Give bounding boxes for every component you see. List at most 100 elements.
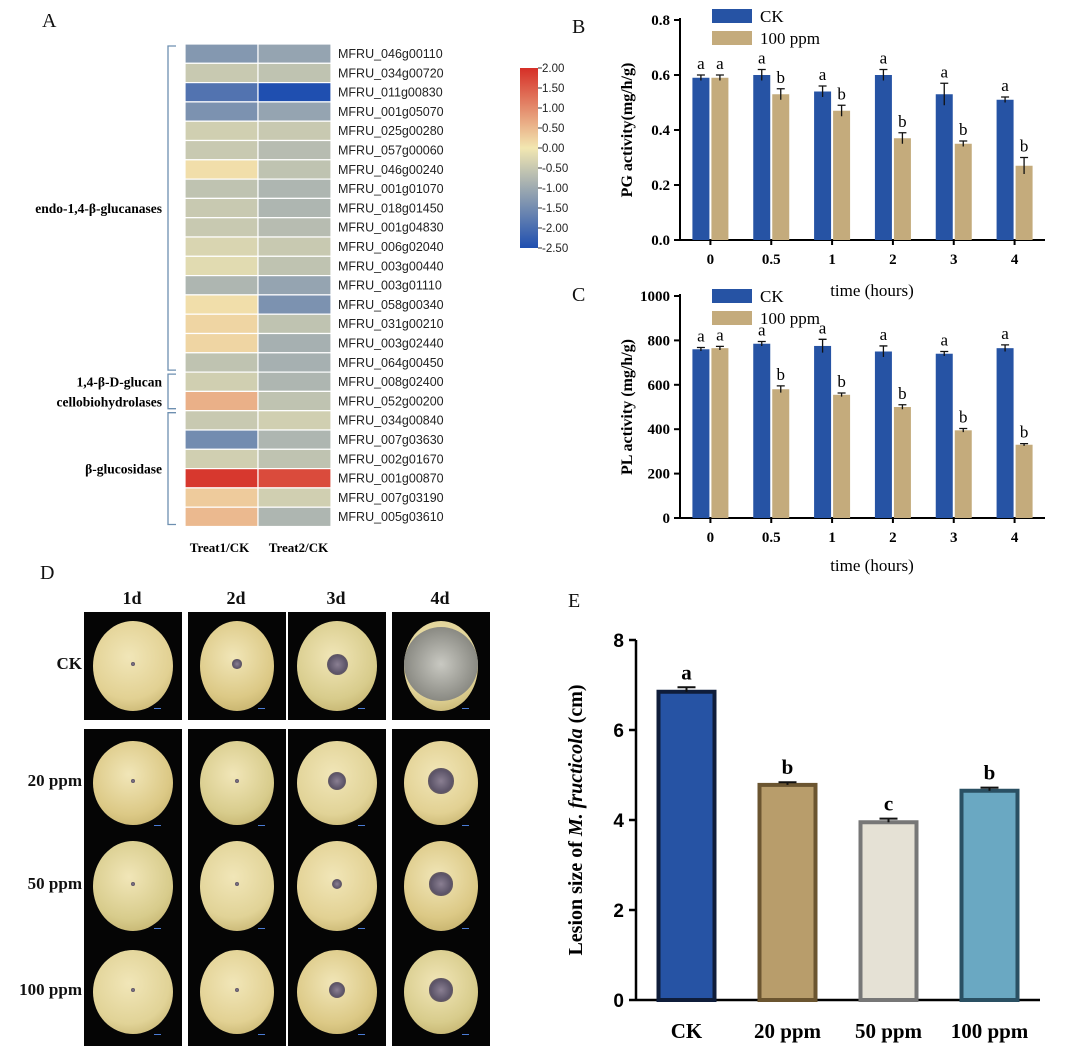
scale-bar: [462, 708, 469, 709]
colorbar-tick-label: -2.50: [542, 243, 568, 255]
fruit-photo: [188, 612, 286, 720]
group-label: 1,4-β-D-glucan: [77, 374, 163, 389]
x-axis-label: time (hours): [830, 281, 914, 300]
fruit-photo: [288, 938, 386, 1046]
lesion-spot: [326, 653, 348, 675]
column-label: Treat1/CK: [190, 540, 250, 555]
x-tick-label: 3: [950, 252, 958, 268]
error-bar: [1020, 442, 1029, 446]
significance-letter: b: [959, 408, 968, 427]
scale-bar: [154, 928, 161, 929]
significance-letter: b: [1020, 423, 1029, 442]
significance-letter: b: [898, 384, 907, 403]
y-tick-label: 600: [648, 378, 671, 394]
bar: [959, 788, 1020, 1002]
lesion-spot: [328, 981, 346, 999]
fruit-image: [93, 841, 173, 931]
x-tick-label: 0: [707, 252, 715, 268]
gene-label: MFRU_007g03190: [338, 491, 444, 505]
lesion-spot: [232, 659, 242, 669]
gene-label: MFRU_001g01070: [338, 182, 444, 196]
fruit-photo: [188, 938, 286, 1046]
fruit-photo: [288, 612, 386, 720]
scale-bar: [258, 825, 265, 826]
treatment-label: 50 ppm: [27, 874, 82, 893]
x-axis-label: time (hours): [830, 556, 914, 575]
error-bar: [757, 340, 766, 346]
error-bar: [696, 74, 705, 81]
colorbar-tick-label: -1.00: [542, 183, 568, 195]
error-bar: [715, 345, 724, 350]
error-bar: [959, 427, 968, 433]
error-bar: [677, 686, 696, 692]
error-bar: [1001, 344, 1010, 352]
scale-bar: [258, 928, 265, 929]
bar-100-ppm: [954, 143, 972, 240]
error-bar: [818, 85, 827, 97]
bar-100-ppm: [1015, 444, 1033, 518]
y-tick-label: 0.8: [651, 13, 670, 29]
treatment-label: 20 ppm: [27, 771, 82, 790]
significance-letter: a: [819, 65, 827, 84]
colorbar-tick-label: 1.50: [542, 83, 564, 95]
y-tick-label: 800: [648, 333, 671, 349]
x-tick-label: 4: [1011, 252, 1019, 268]
fruit-photo: [84, 612, 182, 720]
y-tick-label: 0: [613, 991, 624, 1012]
significance-letter: b: [777, 365, 786, 384]
group-label: endo-1,4-β-glucanases: [35, 201, 162, 216]
y-tick-label: 0.6: [651, 68, 670, 84]
legend-swatch: [712, 311, 752, 325]
y-tick-label: 0: [663, 511, 671, 527]
significance-letter: a: [716, 325, 724, 344]
day-label: 3d: [326, 588, 346, 608]
significance-letter: b: [782, 755, 794, 779]
legend-label: 100 ppm: [760, 29, 820, 48]
heatmap-figure: MFRU_046g00110 MFRU_034g00720 MFRU_011g008…: [35, 43, 568, 555]
significance-letter: a: [1001, 324, 1009, 343]
colorbar-tick-label: -0.50: [542, 163, 568, 175]
fruit-photo: [188, 729, 286, 837]
scale-bar: [358, 1034, 365, 1035]
gene-label: MFRU_001g05070: [338, 105, 444, 119]
significance-letter: a: [880, 325, 888, 344]
bar-100-ppm: [893, 407, 911, 518]
x-tick-label: 2: [889, 252, 897, 268]
y-axis-label: PG activity(mg/h/g): [619, 63, 636, 198]
colorbar-tick-label: 1.00: [542, 103, 564, 115]
fruit-image: [93, 950, 173, 1034]
bar: [656, 689, 717, 1002]
scale-bar: [358, 708, 365, 709]
colorbar-tick-label: 0.50: [542, 123, 564, 135]
gene-label: MFRU_001g00870: [338, 472, 444, 486]
error-bar: [696, 346, 705, 352]
significance-letter: a: [697, 327, 705, 346]
fruit-image: [200, 841, 274, 931]
group-label: cellobiohydrolases: [56, 394, 162, 409]
y-axis-label: PL activity (mg/h/g): [619, 339, 636, 475]
significance-letter: a: [758, 49, 766, 68]
group-label: β-glucosidase: [85, 462, 162, 477]
fruit-photo: [84, 938, 182, 1046]
fruit-photo: [392, 832, 490, 940]
gene-label: MFRU_034g00840: [338, 414, 444, 428]
x-tick-label: 2: [889, 530, 897, 546]
lesion-spot: [429, 978, 453, 1002]
legend-swatch: [712, 31, 752, 45]
fruit-photo: [84, 729, 182, 837]
error-bar: [776, 385, 785, 393]
group-bracket: [167, 45, 176, 371]
bar-ck: [996, 99, 1014, 240]
y-tick-label: 6: [613, 721, 624, 742]
error-bar: [940, 82, 949, 106]
gene-label: MFRU_057g00060: [338, 144, 444, 158]
lesion-spot: [327, 771, 347, 791]
legend-swatch: [712, 289, 752, 303]
gene-label: MFRU_003g02440: [338, 337, 444, 351]
bar-100-ppm: [833, 394, 851, 518]
y-axis-label: Lesion size of M. fructicola (cm): [565, 684, 587, 955]
bar-100-ppm: [772, 94, 790, 240]
error-bar: [837, 392, 846, 397]
bar-100-ppm: [711, 77, 729, 240]
